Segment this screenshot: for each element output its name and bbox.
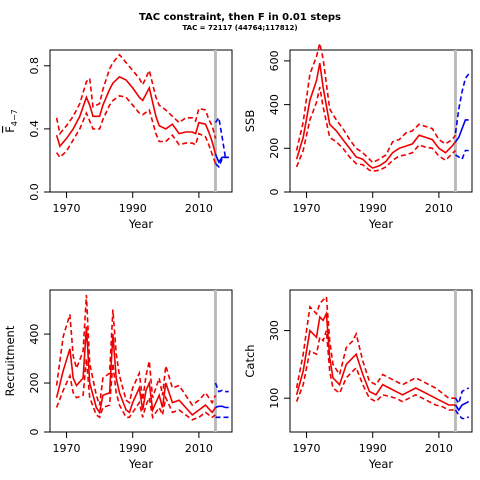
panel-ssb: 1970 1990 2010 0 200 400 600 Year SSB bbox=[243, 43, 473, 231]
series-historical-lower-recruitment bbox=[55, 358, 216, 421]
panel-recruitment: 1970 1990 2010 0 200 400 Year Recruitment bbox=[3, 289, 233, 471]
x-tick-label-f: 1970 bbox=[53, 202, 81, 215]
series-historical-upper-ssb bbox=[295, 43, 457, 164]
y-axis-label-recruitment: Recruitment bbox=[3, 325, 17, 396]
y-tick-label-recruitment: 0 bbox=[28, 429, 41, 436]
plot-frame-ssb bbox=[289, 49, 473, 193]
series-historical-lower-ssb bbox=[295, 86, 457, 173]
series-projection-upper-f bbox=[214, 115, 229, 159]
series-projection-upper-ssb bbox=[454, 73, 470, 134]
y-tick-label-ssb: 400 bbox=[268, 94, 281, 115]
y-tick-label-ssb: 200 bbox=[268, 138, 281, 159]
y-tick-label-recruitment: 200 bbox=[28, 373, 41, 394]
series-projection-upper-catch bbox=[454, 387, 470, 406]
series-historical-lower-catch bbox=[295, 330, 456, 411]
x-tick-label-recruitment: 1990 bbox=[119, 442, 147, 455]
x-axis-label-f: Year bbox=[128, 217, 154, 231]
plot-frame-f bbox=[49, 49, 233, 193]
x-tick-label-catch: 1970 bbox=[293, 442, 321, 455]
series-historical-upper-recruitment bbox=[55, 294, 217, 407]
series-historical-upper-f bbox=[55, 53, 217, 139]
chart-title: TAC constraint, then F in 0.01 steps bbox=[139, 12, 341, 23]
y-axis-label-catch: Catch bbox=[243, 344, 257, 377]
y-tick-label-ssb: 0 bbox=[268, 189, 281, 196]
x-tick-label-catch: 2010 bbox=[425, 442, 453, 455]
plot-frame-recruitment bbox=[49, 289, 233, 433]
series-projection-median-f bbox=[214, 153, 229, 164]
x-tick-label-ssb: 1970 bbox=[293, 202, 321, 215]
y-tick-label-f: 0.8 bbox=[28, 57, 41, 75]
series-projection-lower-ssb bbox=[455, 149, 469, 161]
y-tick-label-catch: 100 bbox=[268, 388, 281, 409]
x-tick-label-f: 2010 bbox=[185, 202, 213, 215]
x-tick-label-f: 1990 bbox=[119, 202, 147, 215]
plot-frame-catch bbox=[289, 289, 473, 433]
series-projection-median-catch bbox=[454, 400, 470, 412]
series-historical-median-f bbox=[55, 75, 217, 155]
y-axis-label-sub-f: 4−7 bbox=[10, 109, 19, 126]
y-tick-label-f: 0.4 bbox=[28, 120, 41, 138]
series-historical-median-ssb bbox=[295, 62, 457, 169]
y-tick-label-ssb: 600 bbox=[268, 50, 281, 71]
x-tick-label-ssb: 2010 bbox=[425, 202, 453, 215]
x-tick-label-recruitment: 1970 bbox=[53, 442, 81, 455]
x-tick-label-ssb: 1990 bbox=[359, 202, 387, 215]
y-axis-label-ssb: SSB bbox=[243, 110, 257, 133]
y-tick-label-recruitment: 400 bbox=[28, 324, 41, 345]
y-axis-label-f: F4−7 bbox=[3, 109, 19, 133]
x-tick-label-catch: 1990 bbox=[359, 442, 387, 455]
x-tick-label-recruitment: 2010 bbox=[185, 442, 213, 455]
series-historical-median-catch bbox=[295, 310, 456, 406]
y-axis-label-main-f: F bbox=[3, 126, 17, 133]
x-axis-label-recruitment: Year bbox=[128, 457, 154, 471]
series-projection-median-ssb bbox=[454, 119, 469, 143]
panel-f: 1970 1990 2010 0.0 0.4 0.8 Year F4−7 bbox=[3, 49, 233, 231]
series-projection-median-recruitment bbox=[215, 405, 229, 409]
panels: 1970 1990 2010 0.0 0.4 0.8 Year F4−7 1970 1990 201… bbox=[3, 43, 473, 471]
y-tick-label-catch: 300 bbox=[268, 320, 281, 341]
series-historical-upper-catch bbox=[295, 295, 456, 400]
panel-catch: 1970 1990 2010 100 300 Year Catch bbox=[243, 289, 473, 471]
y-tick-label-f: 0.0 bbox=[28, 183, 41, 201]
series-historical-lower-f bbox=[55, 94, 217, 164]
series-historical-median-recruitment bbox=[55, 326, 217, 416]
x-axis-label-catch: Year bbox=[368, 457, 394, 471]
series-projection-lower-catch bbox=[454, 409, 470, 420]
x-axis-label-ssb: Year bbox=[368, 217, 394, 231]
chart-subtitle: TAC = 72117 (44764;117812) bbox=[182, 24, 297, 32]
series-projection-upper-recruitment bbox=[214, 382, 229, 393]
